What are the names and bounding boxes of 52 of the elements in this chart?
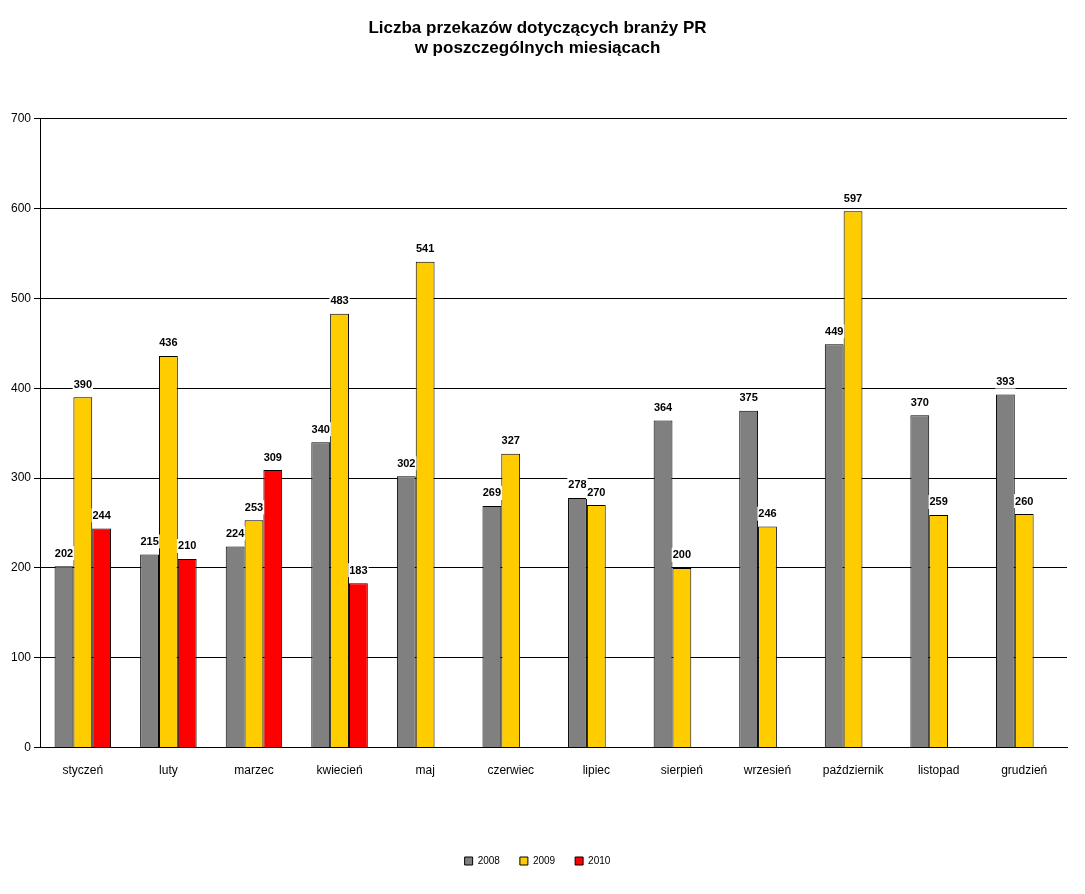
x-tick-label: kwiecień bbox=[316, 763, 363, 778]
data-label: 541 bbox=[415, 242, 435, 255]
legend-label: 2010 bbox=[588, 854, 611, 866]
data-label: 370 bbox=[910, 395, 929, 408]
data-label: 183 bbox=[349, 563, 368, 576]
x-tick-label: październik bbox=[822, 763, 885, 778]
legend-label: 2009 bbox=[532, 854, 556, 866]
data-label: 309 bbox=[263, 450, 282, 463]
data-label: 364 bbox=[653, 401, 674, 414]
y-tick-label: 500 bbox=[10, 290, 32, 305]
data-label: 269 bbox=[482, 486, 502, 499]
data-label: 393 bbox=[996, 375, 1015, 388]
data-label: 259 bbox=[929, 495, 948, 508]
x-tick-label: styczeń bbox=[62, 763, 104, 778]
data-label: 483 bbox=[330, 294, 349, 307]
data-label: 200 bbox=[672, 548, 692, 561]
legend-label: 2008 bbox=[477, 854, 501, 866]
y-tick-label: 200 bbox=[10, 560, 32, 575]
data-label: 327 bbox=[501, 434, 520, 447]
y-tick-label: 600 bbox=[10, 200, 32, 215]
data-label: 597 bbox=[843, 191, 863, 204]
data-label: 246 bbox=[758, 507, 777, 520]
x-tick-label: listopad bbox=[917, 763, 960, 778]
y-tick-label: 400 bbox=[10, 380, 32, 395]
data-label: 449 bbox=[825, 324, 844, 337]
y-tick-label: 300 bbox=[10, 470, 32, 485]
data-label: 340 bbox=[311, 422, 330, 435]
data-label: 260 bbox=[1015, 494, 1034, 507]
x-tick-label: maj bbox=[415, 763, 435, 778]
y-tick-label: 100 bbox=[10, 650, 32, 665]
data-label: 302 bbox=[397, 456, 416, 469]
x-tick-label: wrzesień bbox=[742, 763, 792, 778]
data-label: 390 bbox=[73, 377, 92, 390]
y-tick-label: 0 bbox=[24, 739, 32, 754]
x-tick-label: luty bbox=[159, 763, 178, 778]
x-tick-label: sierpień bbox=[660, 763, 703, 778]
x-tick-label: czerwiec bbox=[487, 763, 535, 778]
x-tick-label: grudzień bbox=[1001, 763, 1048, 778]
data-label: 210 bbox=[178, 539, 197, 552]
data-label: 278 bbox=[568, 478, 587, 491]
chart-title: Liczba przekazów dotyczących branży PR w poszczególnych miesiącach bbox=[368, 17, 707, 58]
y-tick-label: 700 bbox=[10, 111, 32, 126]
data-label: 253 bbox=[244, 500, 264, 513]
data-label: 270 bbox=[587, 485, 606, 498]
data-label: 375 bbox=[739, 391, 758, 404]
x-tick-label: lipiec bbox=[582, 763, 610, 778]
data-label: 224 bbox=[225, 526, 246, 539]
x-tick-label: marzec bbox=[234, 763, 274, 778]
data-label: 215 bbox=[140, 535, 159, 547]
data-label: 244 bbox=[92, 508, 112, 521]
data-label: 436 bbox=[159, 336, 178, 349]
data-label: 202 bbox=[54, 546, 74, 559]
